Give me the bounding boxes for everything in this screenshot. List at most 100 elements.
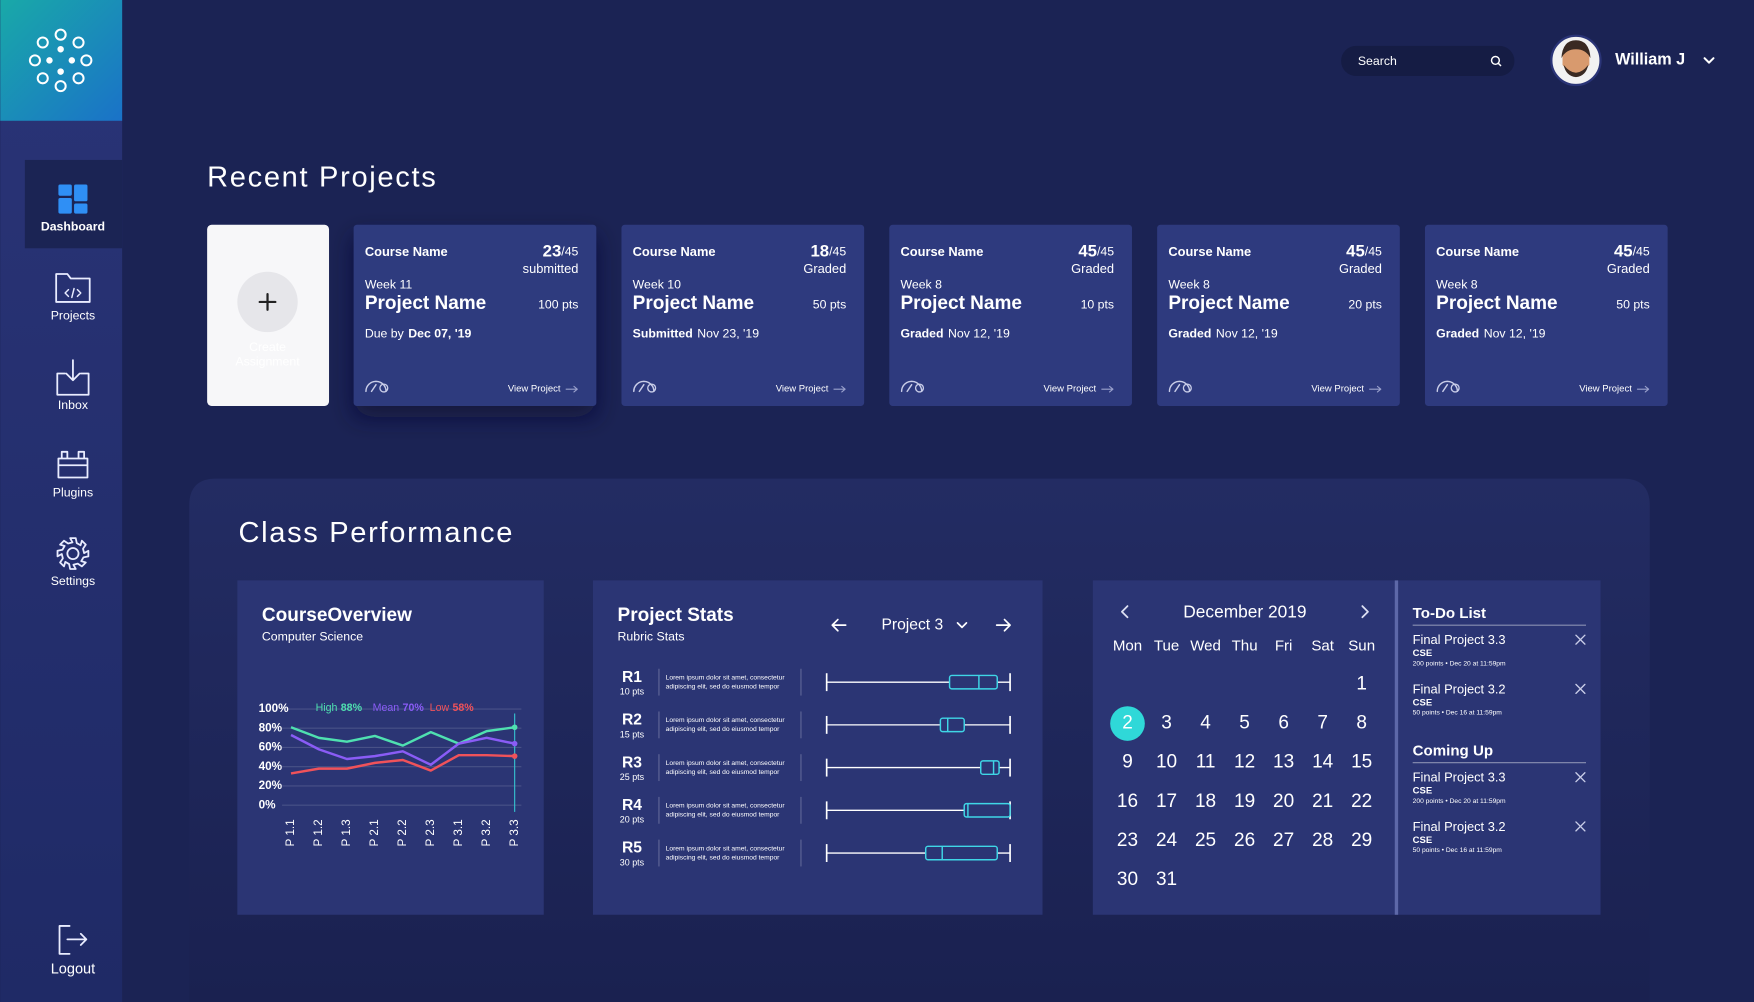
- card-date: Nov 12, '19: [948, 327, 1010, 341]
- nav-label[interactable]: Inbox: [58, 398, 89, 412]
- calendar-day[interactable]: 30: [1117, 869, 1138, 890]
- card-date-prefix: Due by: [365, 327, 405, 341]
- course-overview-card: [237, 580, 544, 915]
- selected-day: [1110, 706, 1145, 741]
- list-item-close[interactable]: [1575, 634, 1586, 645]
- x-tick-label: P 2.3: [424, 819, 437, 847]
- weekday-label: Thu: [1232, 637, 1258, 654]
- calendar-day[interactable]: 27: [1273, 830, 1294, 851]
- y-tick-label: 20%: [259, 779, 283, 792]
- calendar-day[interactable]: 11: [1196, 752, 1216, 773]
- list-title: Coming Up: [1413, 742, 1493, 759]
- calendar-day[interactable]: 5: [1239, 713, 1250, 734]
- card-count-value: 45: [1346, 242, 1365, 261]
- list-title: To-Do List: [1413, 605, 1486, 622]
- card-date: Nov 23, '19: [697, 327, 759, 341]
- nav-label[interactable]: Projects: [51, 309, 95, 323]
- calendar-day[interactable]: 28: [1312, 830, 1333, 851]
- nav-label[interactable]: Dashboard: [41, 219, 105, 233]
- calendar-day[interactable]: 7: [1317, 713, 1328, 734]
- project-card[interactable]: [1424, 224, 1668, 406]
- nav-active-bg: [24, 159, 123, 249]
- card-gauge-icon: [365, 380, 387, 393]
- calendar-day[interactable]: 21: [1312, 791, 1333, 812]
- dashboard-icon: [74, 203, 88, 214]
- list-item-title[interactable]: Final Project 3.3: [1413, 632, 1506, 647]
- avatar-beard: [1563, 64, 1589, 78]
- card-points: 100 pts: [538, 298, 578, 312]
- calendar-day[interactable]: 24: [1156, 830, 1178, 851]
- calendar-day[interactable]: 18: [1195, 791, 1216, 812]
- card-course: Course Name: [633, 244, 716, 259]
- calendar-day[interactable]: 25: [1195, 830, 1216, 851]
- legend-value: 70%: [403, 702, 425, 714]
- nav-label[interactable]: Settings: [51, 574, 95, 588]
- list-item-close[interactable]: [1575, 821, 1586, 832]
- user-name[interactable]: William J: [1615, 51, 1685, 69]
- y-tick-label: 0%: [259, 798, 277, 811]
- dashboard-icon: [74, 184, 88, 202]
- rubric-points: 25 pts: [620, 772, 645, 782]
- list-item-meta: 50 points • Dec 16 at 11:59pm: [1413, 847, 1503, 854]
- calendar-day[interactable]: 3: [1161, 713, 1172, 734]
- project-card[interactable]: [621, 224, 865, 406]
- calendar-day[interactable]: 26: [1234, 830, 1255, 851]
- calendar-day[interactable]: 19: [1234, 791, 1255, 812]
- calendar-day[interactable]: 16: [1117, 791, 1138, 812]
- box: [980, 760, 1000, 776]
- list-item-close[interactable]: [1575, 683, 1586, 695]
- weekday-label: Sat: [1311, 637, 1334, 654]
- project-selector[interactable]: Project 3: [881, 616, 943, 633]
- card-view-link[interactable]: View Project: [1311, 384, 1364, 395]
- calendar-day[interactable]: 9: [1122, 752, 1133, 773]
- calendar-day[interactable]: 17: [1156, 791, 1177, 812]
- card-date-line: Due by Dec 07, '19: [365, 327, 472, 341]
- card-date: Dec 07, '19: [408, 327, 471, 341]
- calendar-day[interactable]: 31: [1156, 869, 1177, 890]
- card-view-link[interactable]: View Project: [1579, 384, 1632, 395]
- calendar-day[interactable]: 10: [1156, 752, 1177, 773]
- calendar-day[interactable]: 20: [1273, 791, 1294, 812]
- nav-label[interactable]: Plugins: [53, 485, 93, 499]
- calendar-day[interactable]: 6: [1278, 713, 1289, 734]
- nav-logout[interactable]: Logout: [51, 961, 95, 977]
- project-card[interactable]: [353, 224, 597, 406]
- calendar-day[interactable]: 13: [1273, 752, 1294, 773]
- calendar-day[interactable]: 29: [1351, 830, 1372, 851]
- list-item-close[interactable]: [1575, 772, 1586, 783]
- y-tick-label: 40%: [259, 760, 283, 773]
- calendar-day[interactable]: 4: [1200, 713, 1211, 734]
- search-box[interactable]: [1341, 45, 1515, 77]
- logo-dot: [57, 68, 64, 75]
- card-subtitle: Computer Science: [262, 630, 363, 644]
- list-item-title[interactable]: Final Project 3.3: [1413, 770, 1506, 785]
- list-item-title[interactable]: Final Project 3.2: [1413, 819, 1506, 834]
- project-card[interactable]: [889, 224, 1132, 406]
- projects-icon: [64, 287, 82, 299]
- calendar-day[interactable]: 15: [1351, 752, 1372, 773]
- card-date-line: Graded Nov 12, '19: [1436, 327, 1546, 341]
- calendar-day[interactable]: 14: [1312, 752, 1334, 773]
- card-view-link[interactable]: View Project: [1044, 384, 1097, 395]
- list-item-title[interactable]: Final Project 3.2: [1413, 681, 1506, 696]
- card-course: Course Name: [365, 244, 448, 259]
- card-gauge-icon: [1436, 380, 1459, 393]
- calendar-day[interactable]: 8: [1356, 713, 1367, 734]
- card-gauge-icon: [900, 380, 923, 393]
- card-view-link[interactable]: View Project: [508, 384, 561, 395]
- calendar-day[interactable]: 2: [1122, 713, 1133, 734]
- calendar-day[interactable]: 12: [1234, 752, 1255, 773]
- calendar-day[interactable]: 1: [1356, 673, 1367, 694]
- calendar-day[interactable]: 22: [1351, 791, 1372, 812]
- list-item-course: CSE: [1413, 786, 1433, 797]
- y-tick-label: 60%: [259, 741, 283, 754]
- rubric-id: R4: [622, 797, 642, 814]
- rubric-points: 20 pts: [620, 815, 645, 825]
- calendar-day[interactable]: 23: [1117, 830, 1138, 851]
- rubric-description: Lorem ipsum dolor sit amet, consectetur: [666, 717, 786, 724]
- card-project-name: Project Name: [900, 293, 1021, 314]
- card-view-link[interactable]: View Project: [776, 384, 829, 395]
- inbox-icon: [56, 359, 90, 396]
- legend-name: Low: [430, 702, 450, 714]
- project-card[interactable]: [1157, 224, 1400, 406]
